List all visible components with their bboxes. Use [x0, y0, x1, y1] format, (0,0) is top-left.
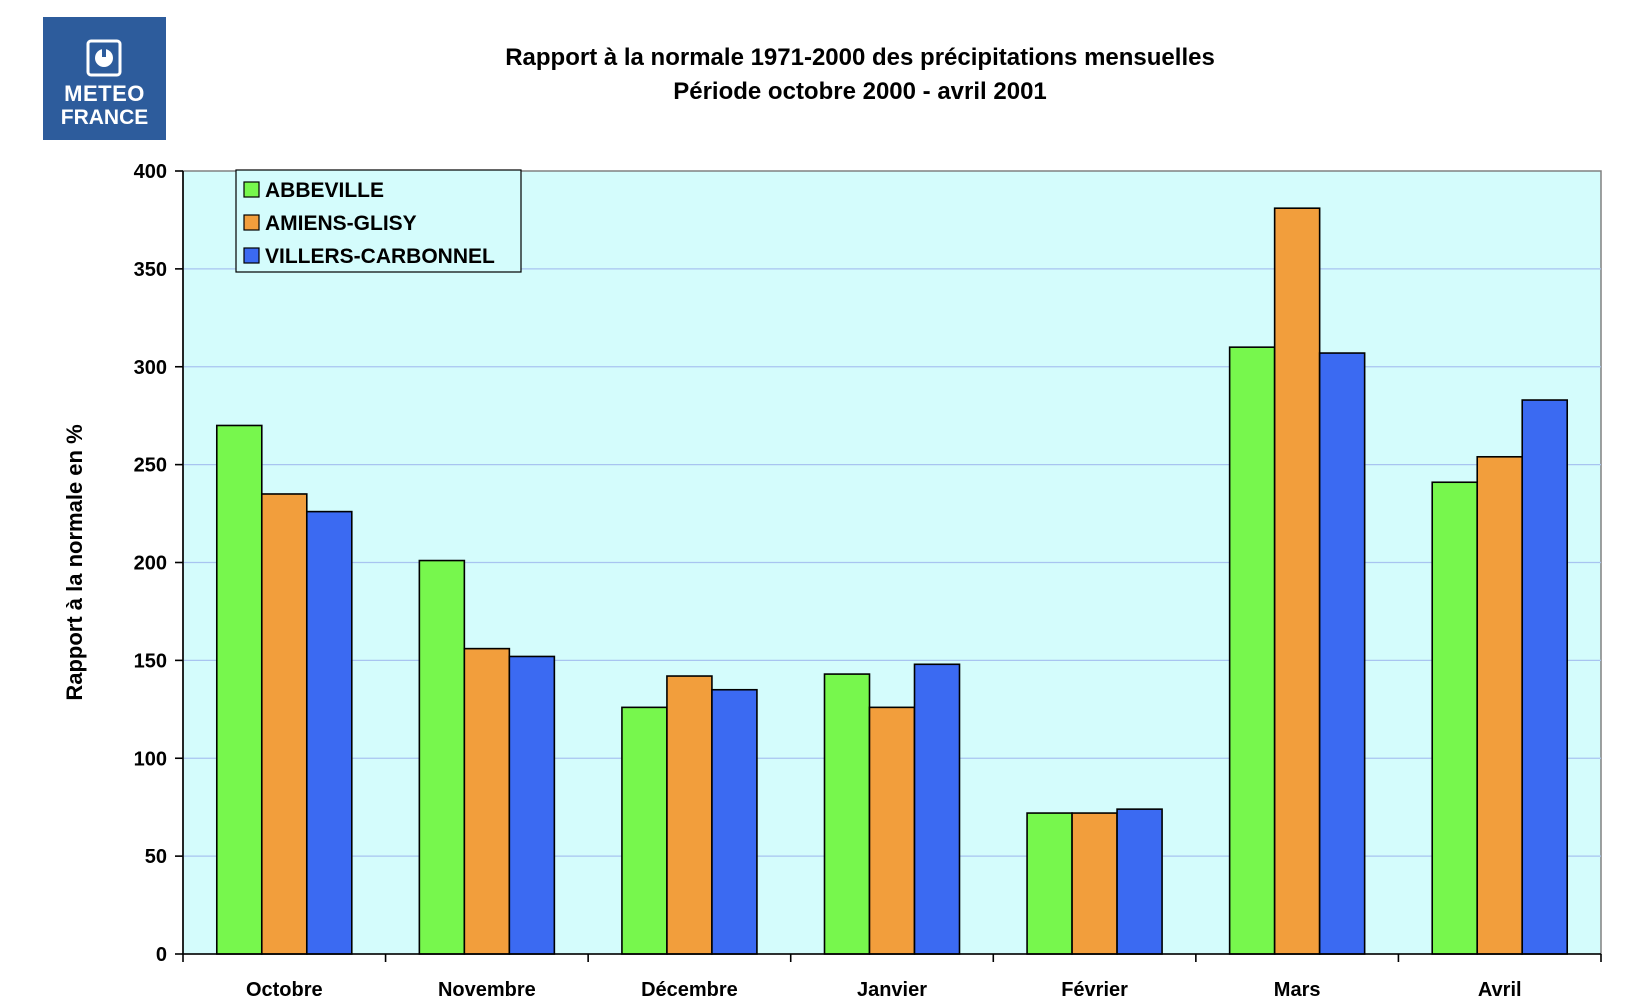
x-tick-label: Février	[1061, 979, 1128, 1001]
y-tick-label: 250	[134, 455, 167, 477]
legend-swatch	[243, 214, 260, 231]
bars	[215, 207, 1569, 955]
bar	[868, 706, 916, 955]
bar	[666, 675, 713, 955]
meteo-france-logo: METEO FRANCE	[43, 17, 166, 140]
x-tick-label: Janvier	[857, 979, 927, 1001]
logo-text-meteo: METEO	[64, 81, 145, 106]
bar	[418, 559, 466, 955]
y-tick-label: 300	[134, 357, 167, 379]
legend-label: VILLERS-CARBONNEL	[265, 245, 495, 268]
bar	[1521, 399, 1569, 955]
bar	[1228, 346, 1276, 955]
x-tick-label: Novembre	[438, 979, 536, 1001]
bar	[913, 663, 961, 955]
legend-label: ABBEVILLE	[265, 179, 384, 202]
y-axis-label: Rapport à la normale en %	[62, 424, 87, 700]
y-tick-label: 350	[134, 259, 167, 281]
x-tick-label: Décembre	[641, 979, 738, 1001]
x-tick-label: Octobre	[246, 979, 323, 1001]
legend-swatch	[243, 247, 260, 264]
y-tick-label: 200	[134, 553, 167, 575]
bar	[1318, 352, 1366, 955]
bar	[463, 647, 511, 955]
bar	[1476, 455, 1524, 955]
bar	[260, 493, 308, 955]
y-tick-label: 50	[145, 846, 167, 868]
x-tick-label: Mars	[1274, 979, 1321, 1001]
bar	[1116, 808, 1163, 955]
bar	[508, 655, 556, 955]
legend-label: AMIENS-GLISY	[265, 212, 417, 235]
chart-subtitle: Période octobre 2000 - avril 2001	[673, 78, 1047, 105]
bar	[711, 688, 758, 955]
bar	[1026, 812, 1073, 955]
y-tick-label: 400	[134, 161, 167, 183]
bar	[823, 673, 871, 955]
bar	[1431, 481, 1479, 955]
bar	[215, 424, 263, 955]
bar	[1273, 207, 1321, 955]
bar	[621, 706, 668, 955]
legend-box	[235, 169, 522, 273]
legend-swatch	[243, 181, 260, 198]
logo-text-france: FRANCE	[60, 106, 149, 129]
legend: ABBEVILLE AMIENS-GLISY VILLERS-CARBONNEL	[235, 169, 522, 273]
y-tick-label: 150	[134, 650, 167, 672]
y-axis-ticks: 0 50 100 150 200 250 300 350 400	[134, 161, 183, 966]
meteo-france-emblem-icon	[86, 39, 122, 77]
y-tick-label: 100	[134, 748, 167, 770]
bar	[305, 510, 353, 955]
y-tick-label: 0	[156, 944, 167, 966]
x-axis-ticks: Octobre Novembre Décembre Janvier Février Mar…	[182, 954, 1602, 1001]
x-tick-label: Avril	[1478, 979, 1522, 1001]
bar	[1071, 812, 1118, 955]
chart-title: Rapport à la normale 1971-2000 des préci…	[505, 44, 1215, 71]
